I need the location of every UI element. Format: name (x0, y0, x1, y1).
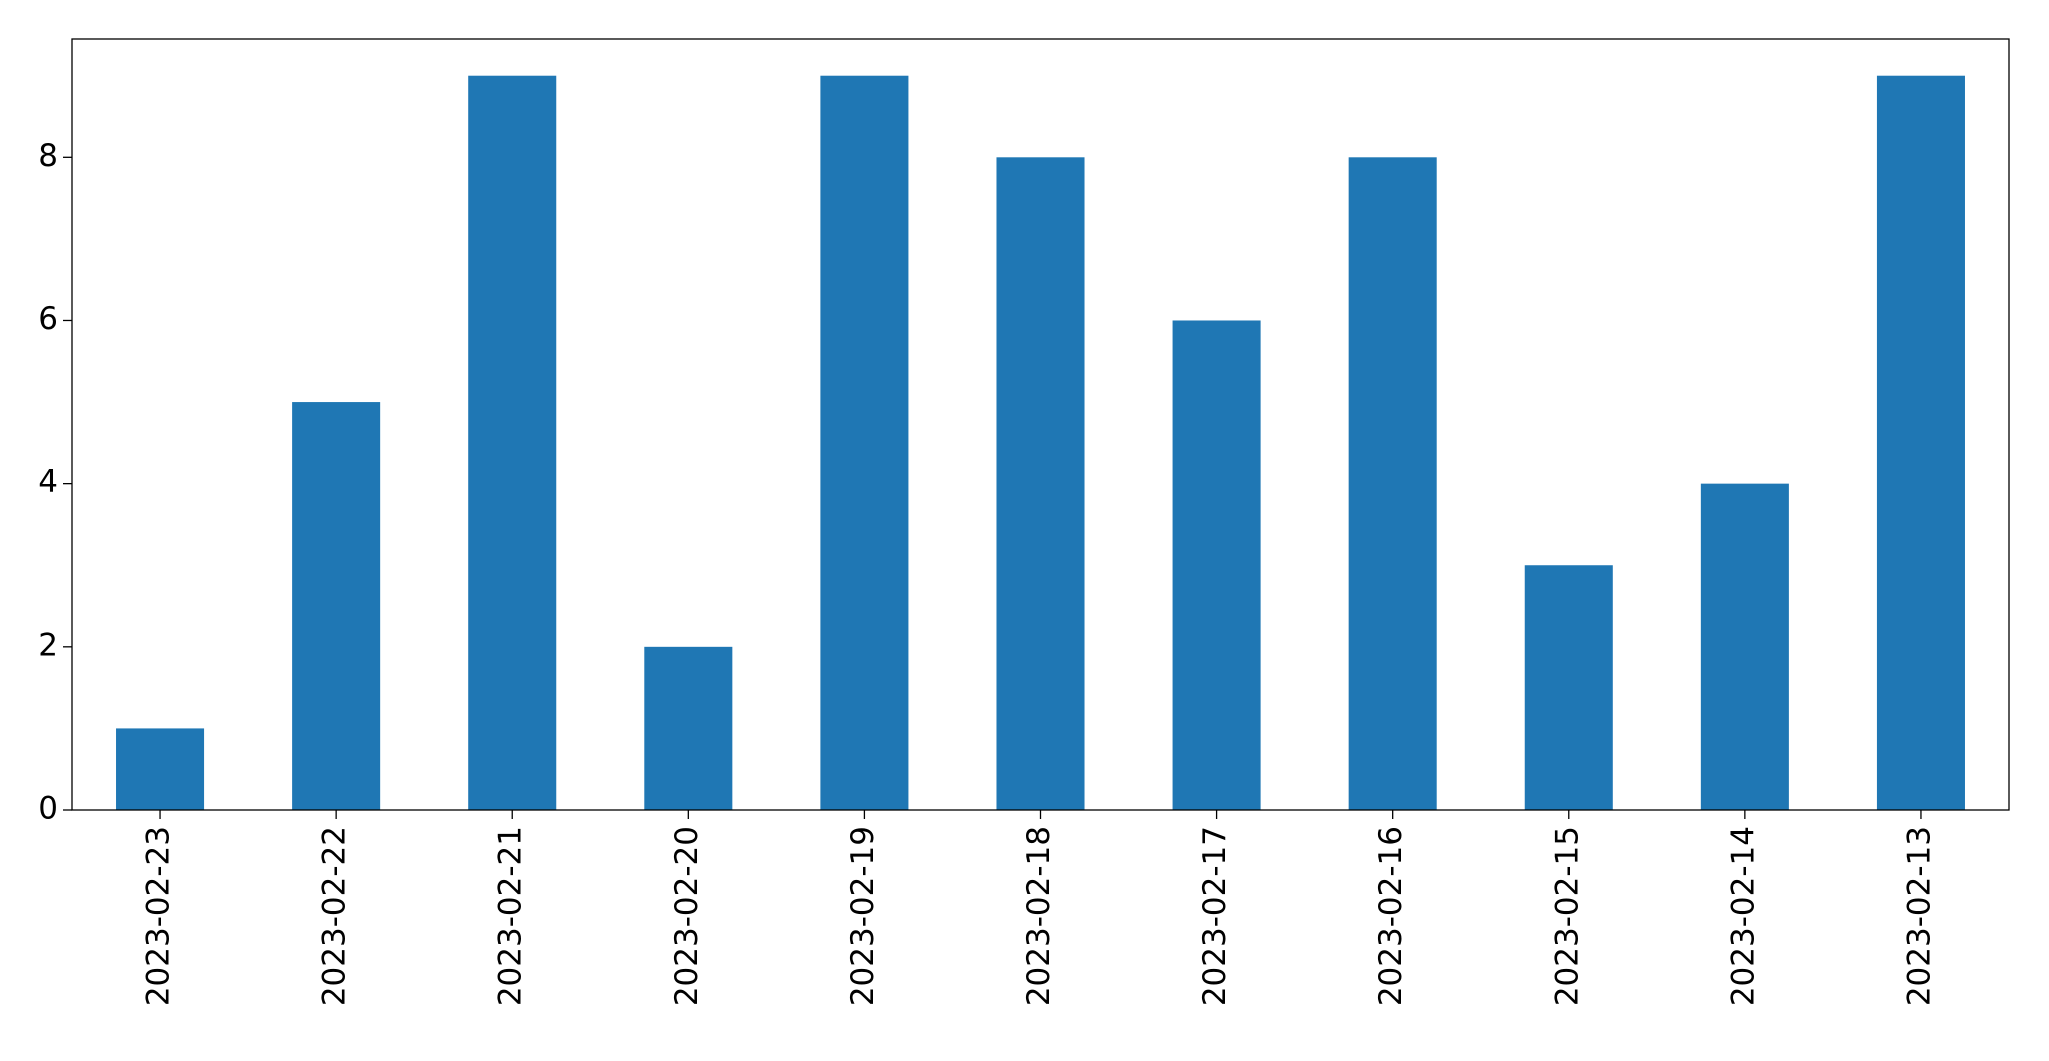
x-tick-label: 2023-02-18 (1021, 826, 1057, 1006)
x-tick-label: 2023-02-16 (1373, 826, 1409, 1006)
x-tick-label: 2023-02-15 (1549, 826, 1585, 1006)
bar (1172, 320, 1261, 810)
x-tick-label: 2023-02-20 (669, 826, 705, 1006)
x-tick-label: 2023-02-21 (493, 826, 529, 1006)
bar (644, 646, 733, 810)
bar (116, 728, 205, 810)
plot-frame (71, 38, 2010, 811)
bar (1700, 483, 1789, 810)
y-tick-label: 4 (38, 464, 58, 500)
bar (1524, 565, 1613, 810)
x-tick-label: 2023-02-14 (1725, 826, 1761, 1006)
y-tick-label: 2 (38, 627, 58, 663)
x-tick-label: 2023-02-19 (845, 826, 881, 1006)
y-tick-label: 0 (38, 791, 58, 827)
bar (820, 75, 909, 810)
bar (1348, 157, 1437, 811)
bar (996, 157, 1085, 811)
x-tick-label: 2023-02-23 (141, 826, 177, 1006)
bar (292, 402, 381, 810)
x-tick-label: 2023-02-17 (1197, 826, 1233, 1006)
y-tick-label: 8 (38, 138, 58, 174)
y-tick-label: 6 (38, 301, 58, 337)
bar (468, 75, 557, 810)
x-tick-label: 2023-02-22 (317, 826, 353, 1006)
bar (1876, 75, 1965, 810)
x-tick-label: 2023-02-13 (1901, 826, 1937, 1006)
